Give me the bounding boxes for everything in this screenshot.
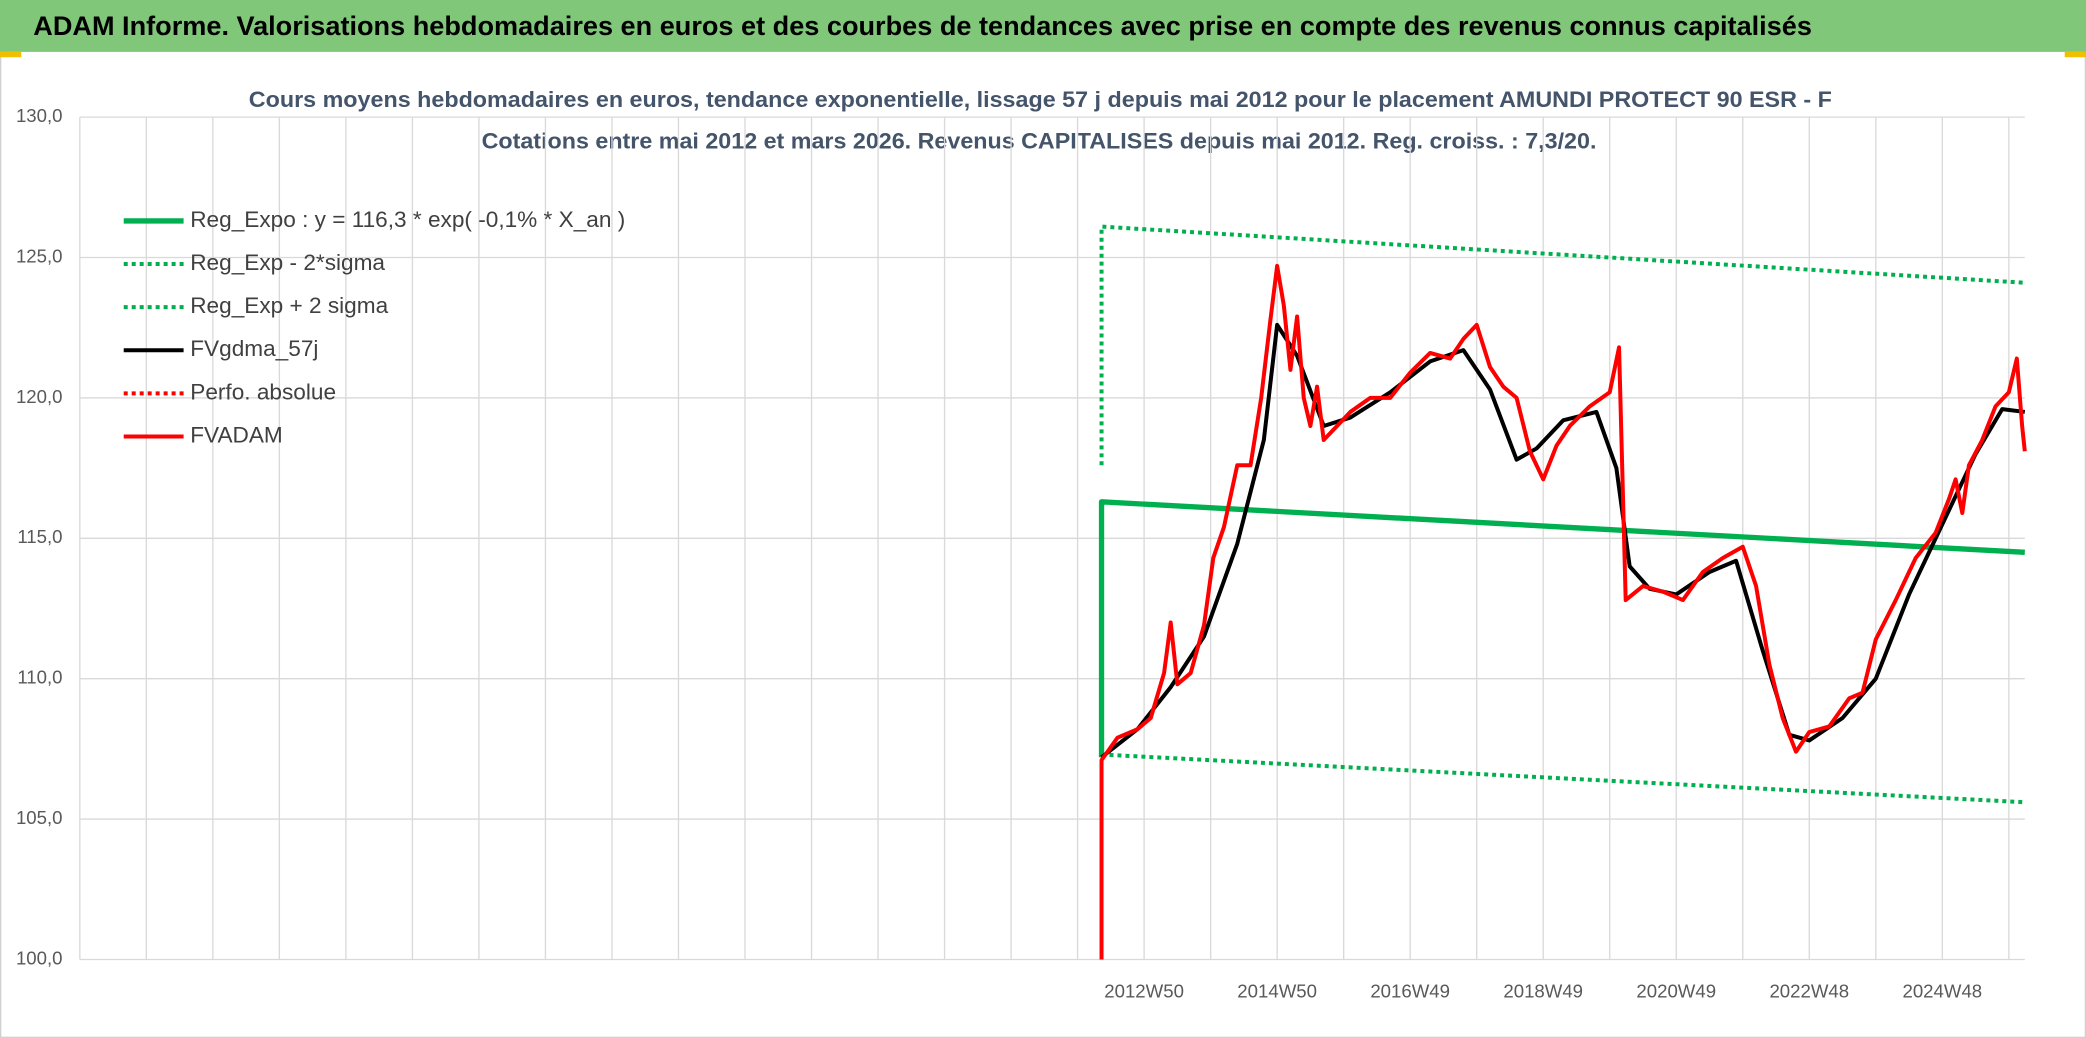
y-tick-label: 125,0 [16,245,63,266]
y-tick-label: 120,0 [16,386,63,407]
x-tick-label: 2012W50 [1104,981,1184,1002]
y-tick-label: 105,0 [16,807,63,828]
series-line [1098,499,2025,758]
x-tick-label: 2022W48 [1769,981,1849,1002]
legend-label: FVgdma_57j [190,336,318,361]
y-tick-label: 130,0 [16,105,63,126]
chart-subtitle: Cotations entre mai 2012 et mars 2026. R… [482,128,1597,153]
plot-area [1098,224,2027,960]
x-tick-label: 2016W49 [1370,981,1450,1002]
legend-label: Reg_Expo : y = 116,3 * exp( -0,1% * X_an… [190,207,625,232]
grid: 100,0 105,0 110,0 115,0 120,0 125,0 130,0 2012W… [16,105,2025,1002]
legend: Reg_Expo : y = 116,3 * exp( -0,1% * X_an… [123,207,625,447]
corner-accent [0,51,22,58]
legend-label: Reg_Exp + 2 sigma [190,293,388,318]
x-tick-label: 2018W49 [1503,981,1583,1002]
x-tick-label: 2020W49 [1636,981,1716,1002]
corner-accent [2064,51,2086,58]
chart-title: Cours moyens hebdomadaires en euros, ten… [249,87,1832,112]
legend-label: Reg_Exp - 2*sigma [190,250,385,275]
y-tick-label: 100,0 [16,947,63,968]
series-line [1101,752,2025,805]
series-line [1099,263,2027,960]
series-line [1099,224,2025,466]
x-tick-label: 2014W50 [1237,981,1317,1002]
x-tick-label: 2024W48 [1902,981,1982,1002]
legend-label: Perfo. absolue [190,379,336,404]
header-bar [0,0,2086,52]
y-tick-label: 115,0 [17,526,62,547]
y-tick-label: 110,0 [17,667,62,688]
legend-label: FVADAM [190,422,283,447]
header-title: ADAM Informe. Valorisations hebdomadaire… [33,11,1812,41]
